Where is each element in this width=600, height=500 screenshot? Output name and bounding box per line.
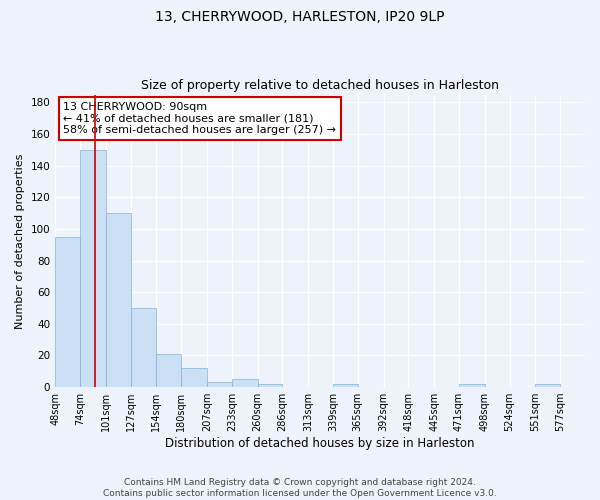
Bar xyxy=(207,382,232,387)
Text: Contains HM Land Registry data © Crown copyright and database right 2024.
Contai: Contains HM Land Registry data © Crown c… xyxy=(103,478,497,498)
Text: 13 CHERRYWOOD: 90sqm
← 41% of detached houses are smaller (181)
58% of semi-deta: 13 CHERRYWOOD: 90sqm ← 41% of detached h… xyxy=(63,102,336,135)
X-axis label: Distribution of detached houses by size in Harleston: Distribution of detached houses by size … xyxy=(166,437,475,450)
Bar xyxy=(157,354,181,387)
Text: 13, CHERRYWOOD, HARLESTON, IP20 9LP: 13, CHERRYWOOD, HARLESTON, IP20 9LP xyxy=(155,10,445,24)
Bar xyxy=(80,150,106,387)
Bar xyxy=(333,384,358,387)
Bar xyxy=(55,237,80,387)
Bar xyxy=(257,384,283,387)
Y-axis label: Number of detached properties: Number of detached properties xyxy=(15,153,25,328)
Title: Size of property relative to detached houses in Harleston: Size of property relative to detached ho… xyxy=(141,79,499,92)
Bar xyxy=(459,384,485,387)
Bar xyxy=(106,213,131,387)
Bar xyxy=(535,384,560,387)
Bar xyxy=(181,368,207,387)
Bar xyxy=(131,308,157,387)
Bar xyxy=(232,379,257,387)
